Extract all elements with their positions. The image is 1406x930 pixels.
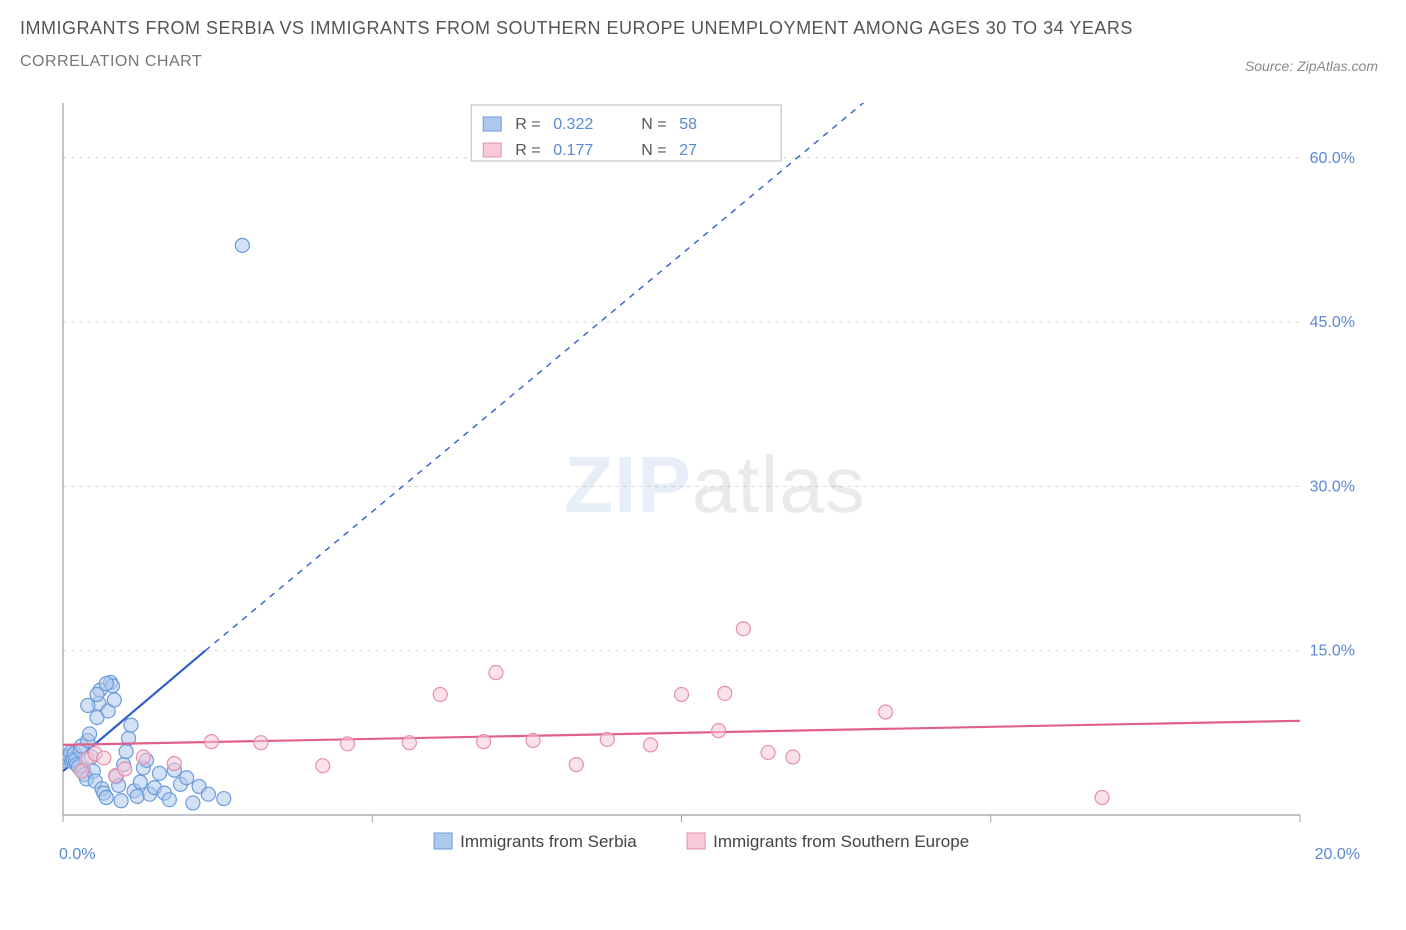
svg-text:20.0%: 20.0% — [1315, 846, 1360, 863]
svg-text:R =: R = — [515, 116, 540, 133]
chart-svg: 15.0% 30.0% 45.0% 60.0% 0.0% 20.0% R = 0.322 N =… — [55, 95, 1375, 875]
svg-text:45.0%: 45.0% — [1310, 314, 1355, 331]
svg-text:58: 58 — [679, 116, 697, 133]
svg-text:60.0%: 60.0% — [1310, 150, 1355, 167]
chart-subtitle: CORRELATION CHART — [20, 53, 1386, 71]
svg-text:N =: N = — [641, 116, 666, 133]
svg-text:0.0%: 0.0% — [59, 846, 95, 863]
svg-text:Immigrants from Southern Europ: Immigrants from Southern Europe — [713, 832, 969, 851]
scatter-plot: 15.0% 30.0% 45.0% 60.0% 0.0% 20.0% R = 0.322 N =… — [55, 95, 1375, 875]
svg-text:27: 27 — [679, 142, 697, 159]
source-label: Source: ZipAtlas.com — [1245, 58, 1378, 74]
chart-title: IMMIGRANTS FROM SERBIA VS IMMIGRANTS FRO… — [20, 18, 1386, 39]
svg-text:R =: R = — [515, 142, 540, 159]
svg-text:Immigrants from Serbia: Immigrants from Serbia — [460, 832, 637, 851]
svg-text:0.177: 0.177 — [553, 142, 593, 159]
svg-text:15.0%: 15.0% — [1310, 643, 1355, 660]
svg-text:30.0%: 30.0% — [1310, 478, 1355, 495]
svg-text:0.322: 0.322 — [553, 116, 593, 133]
svg-text:N =: N = — [641, 142, 666, 159]
